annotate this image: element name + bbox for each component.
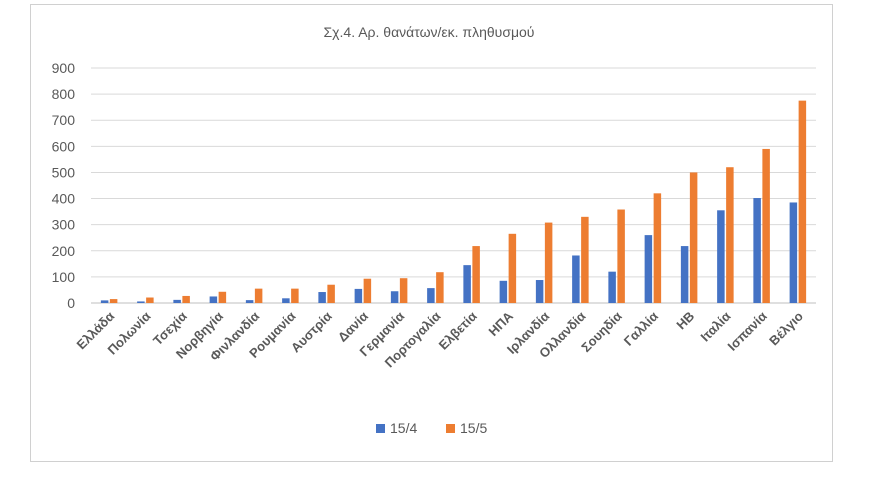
y-tick-label: 500: [52, 164, 76, 180]
bar-15-4-18: [753, 198, 761, 303]
bar-15-4-5: [282, 298, 290, 303]
bars: [100, 100, 807, 303]
bar-15-5-16: [689, 172, 698, 303]
bar-15-5-15: [653, 193, 662, 303]
bar-15-5-2: [182, 295, 190, 303]
x-tick-label: Ισπανία: [725, 309, 770, 354]
legend: 15/4 15/5: [376, 420, 487, 436]
bar-15-5-6: [327, 284, 335, 303]
chart-title: Σχ.4. Αρ. θανάτων/εκ. πληθυσμού: [324, 24, 535, 40]
gridlines: [91, 67, 816, 304]
bar-15-4-10: [463, 265, 471, 303]
bar-15-4-4: [245, 300, 254, 303]
y-tick-label: 900: [52, 60, 76, 76]
bar-15-4-15: [644, 235, 653, 303]
bar-15-5-19: [798, 100, 807, 303]
bar-15-4-8: [390, 291, 399, 303]
x-tick-label: Σουηδία: [578, 309, 624, 355]
bar-15-4-3: [209, 296, 218, 303]
legend-label: 15/5: [460, 420, 487, 436]
bar-15-4-6: [318, 292, 326, 303]
legend-swatch: [446, 424, 455, 433]
bar-15-4-13: [572, 255, 580, 303]
bar-15-5-4: [254, 288, 263, 303]
bar-15-4-9: [427, 288, 435, 303]
y-tick-label: 700: [52, 112, 76, 128]
bar-15-4-14: [608, 271, 616, 303]
y-tick-label: 300: [52, 217, 76, 233]
legend-swatch: [376, 424, 385, 433]
bar-15-4-12: [535, 280, 544, 303]
bar-15-4-11: [499, 280, 508, 303]
chart-frame: Σχ.4. Αρ. θανάτων/εκ. πληθυσμού 0 100 200 3…: [30, 4, 833, 462]
bar-15-5-8: [399, 278, 408, 303]
bar-15-4-17: [717, 210, 725, 303]
x-tick-label: ΗΠΑ: [485, 308, 516, 339]
bar-15-4-2: [173, 299, 181, 303]
x-axis: ΕλλάδαΠολωνίαΤσεχίαΝορβηγίαΦινλανδίαΡουμ…: [74, 308, 807, 370]
bar-15-5-17: [726, 167, 734, 303]
y-tick-label: 400: [52, 191, 76, 207]
legend-label: 15/4: [390, 420, 417, 436]
bar-15-4-7: [354, 288, 363, 303]
y-tick-label: 100: [52, 269, 76, 285]
x-tick-label: Βέλγιο: [766, 308, 806, 348]
bar-15-5-13: [581, 216, 589, 303]
bar-15-5-1: [146, 297, 154, 303]
bar-15-5-5: [291, 288, 299, 303]
bar-15-5-0: [109, 299, 118, 303]
bar-15-5-7: [363, 278, 372, 303]
bar-15-4-16: [680, 246, 689, 303]
bar-15-4-19: [789, 202, 798, 303]
bar-15-5-9: [436, 272, 444, 303]
y-tick-label: 0: [67, 295, 75, 311]
bar-15-5-11: [508, 233, 517, 303]
y-axis: 0 100 200 300 400 500 600 700 800 900: [52, 60, 76, 311]
x-tick-label: Ελβετία: [436, 309, 480, 353]
x-tick-label: ΗΒ: [673, 309, 697, 333]
chart-svg: Σχ.4. Αρ. θανάτων/εκ. πληθυσμού 0 100 200 3…: [52, 24, 816, 436]
bar-15-5-18: [762, 148, 770, 303]
bar-15-5-10: [472, 246, 480, 303]
bar-15-5-3: [218, 291, 227, 303]
bar-15-5-14: [617, 209, 625, 303]
x-tick-label: Γαλλία: [621, 309, 661, 349]
bar-15-4-0: [100, 300, 109, 303]
bar-15-5-12: [544, 222, 553, 303]
y-tick-label: 600: [52, 138, 76, 154]
y-tick-label: 800: [52, 86, 76, 102]
y-tick-label: 200: [52, 243, 76, 259]
bar-15-4-1: [137, 301, 145, 303]
